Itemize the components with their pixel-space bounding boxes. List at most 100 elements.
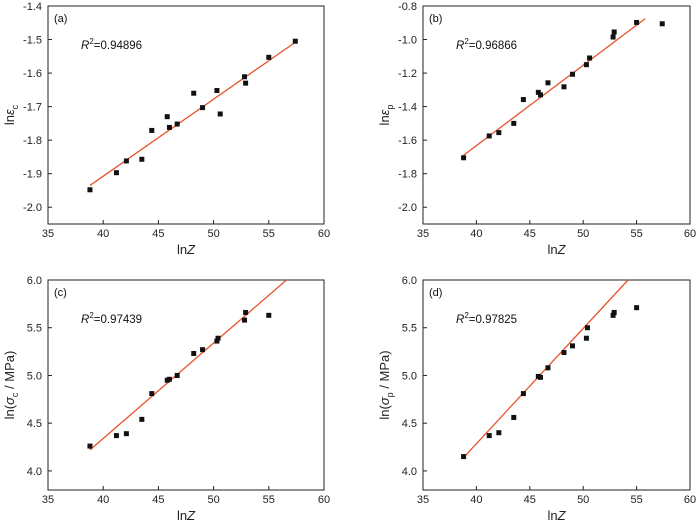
data-point xyxy=(174,121,180,127)
x-tick-label: 55 xyxy=(263,494,275,506)
r-squared-annotation: R2=0.96866 xyxy=(456,37,517,52)
x-tick-label: 45 xyxy=(524,228,536,240)
data-point xyxy=(174,372,180,378)
r-squared-annotation: R2=0.97439 xyxy=(81,311,142,326)
fit-line xyxy=(89,279,287,451)
data-point xyxy=(166,376,172,382)
x-tick-label: 60 xyxy=(684,494,696,506)
data-point xyxy=(243,80,249,86)
data-point xyxy=(242,317,248,323)
x-tick-label: 55 xyxy=(630,494,642,506)
y-tick-label: -1.6 xyxy=(23,68,42,80)
data-point xyxy=(537,374,543,380)
x-tick-label: 40 xyxy=(97,494,109,506)
data-point xyxy=(486,433,492,439)
y-tick-label: 5.0 xyxy=(27,370,42,382)
data-point xyxy=(164,114,170,120)
panel-label: (b) xyxy=(429,13,442,25)
data-point xyxy=(570,343,576,349)
x-tick-label: 40 xyxy=(470,494,482,506)
panel-label: (d) xyxy=(429,287,442,299)
data-point xyxy=(266,312,272,318)
data-point xyxy=(545,365,551,371)
data-point xyxy=(113,433,119,439)
data-point xyxy=(200,347,206,353)
y-tick-label: 6.0 xyxy=(27,275,42,287)
data-point xyxy=(214,88,220,94)
x-tick-label: 45 xyxy=(152,494,164,506)
y-tick-label: -2.0 xyxy=(23,202,42,214)
data-point xyxy=(87,443,93,449)
r-squared-value: =0.97825 xyxy=(469,314,517,326)
y-axis-label: lnεc xyxy=(2,104,20,125)
data-point xyxy=(217,111,223,117)
data-point xyxy=(166,124,172,130)
data-point xyxy=(659,21,665,27)
x-axis-label: lnZ xyxy=(547,242,566,257)
y-tick-label: -1.5 xyxy=(23,35,42,47)
x-tick-label: 35 xyxy=(417,228,429,240)
x-tick-label: 60 xyxy=(684,228,696,240)
chart-panel-3: 35 40 45 50 55 60 4.0 4.5 5.0 5.5 6.0 (c) R2=0.97439… xyxy=(2,275,330,523)
data-point xyxy=(149,127,155,133)
chart-panel-1: 35 40 45 50 55 60 -2.0 -1.9 -1.8 -1.7 -1.6 -1.5 -1.4… xyxy=(2,1,330,257)
data-point xyxy=(537,92,543,98)
y-tick-label: -1.8 xyxy=(23,135,42,147)
y-tick-label: -1.4 xyxy=(23,1,42,13)
data-point xyxy=(611,309,617,315)
data-point xyxy=(496,430,502,436)
r-squared-value: =0.97439 xyxy=(94,314,142,326)
y-tick-label: 6.0 xyxy=(402,275,417,287)
y-tick-label: -1.2 xyxy=(398,68,417,80)
x-tick-label: 35 xyxy=(42,494,54,506)
y-axis-label: ln(σc / MPa) xyxy=(2,351,20,420)
r-squared-value: =0.96866 xyxy=(469,40,517,52)
r-squared-symbol: R xyxy=(456,40,464,52)
plot-frame xyxy=(422,5,691,225)
chart-panel-2: 35 40 45 50 55 60 -2.0 -1.8 -1.6 -1.4 -1.2 -1.0 -0.8… xyxy=(377,1,696,257)
data-point xyxy=(191,90,197,96)
data-point xyxy=(610,312,616,318)
r-squared-value: =0.94896 xyxy=(94,40,142,52)
x-tick-label: 55 xyxy=(630,228,642,240)
data-point xyxy=(634,19,640,25)
y-tick-label: -2.0 xyxy=(398,202,417,214)
x-tick-label: 50 xyxy=(577,228,589,240)
x-tick-label: 55 xyxy=(263,228,275,240)
data-point xyxy=(561,350,567,356)
data-point xyxy=(113,170,119,176)
x-tick-label: 40 xyxy=(470,228,482,240)
chart-panel-4: 35 40 45 50 55 60 4.0 4.5 5.0 5.5 6.0 (d) R2=0.97825… xyxy=(377,275,696,523)
r-squared-annotation: R2=0.97825 xyxy=(456,311,517,326)
y-tick-label: 5.5 xyxy=(402,323,417,335)
r-squared-symbol: R xyxy=(81,40,89,52)
data-point xyxy=(511,120,517,126)
x-tick-label: 45 xyxy=(524,494,536,506)
data-point xyxy=(123,158,129,164)
data-point xyxy=(486,133,492,139)
data-point xyxy=(200,105,206,111)
x-axis-label: lnZ xyxy=(547,508,566,523)
data-point xyxy=(634,305,640,311)
data-point xyxy=(87,187,93,193)
r-squared-exponent: 2 xyxy=(464,311,469,320)
y-tick-label: 4.5 xyxy=(27,418,42,430)
r-squared-exponent: 2 xyxy=(89,311,94,320)
data-point xyxy=(191,351,197,356)
data-point xyxy=(545,80,551,86)
data-point xyxy=(496,130,502,136)
y-tick-label: 5.5 xyxy=(27,323,42,335)
data-point xyxy=(149,391,155,397)
x-tick-label: 50 xyxy=(577,494,589,506)
data-point xyxy=(611,29,617,35)
x-tick-label: 45 xyxy=(152,228,164,240)
fit-line xyxy=(89,41,296,186)
data-point xyxy=(139,156,145,162)
y-tick-label: -1.9 xyxy=(23,169,42,181)
y-tick-label: -1.4 xyxy=(398,102,417,114)
y-tick-label: -1.0 xyxy=(398,35,417,47)
x-tick-label: 35 xyxy=(42,228,54,240)
plot-frame xyxy=(47,279,325,491)
y-tick-label: 4.5 xyxy=(402,418,417,430)
